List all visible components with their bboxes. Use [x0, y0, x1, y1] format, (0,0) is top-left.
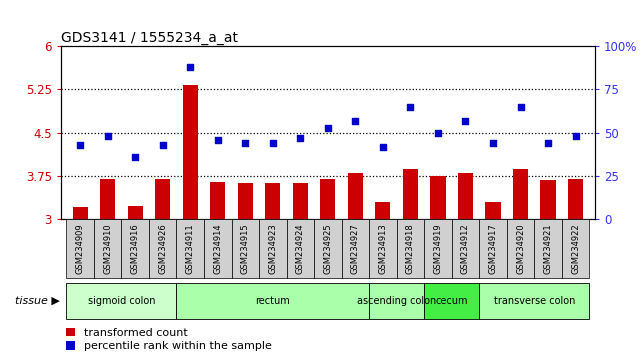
Bar: [535, 219, 562, 278]
Bar: [265, 183, 280, 219]
Point: [570, 133, 581, 139]
Text: GSM234913: GSM234913: [378, 223, 387, 274]
Text: rectum: rectum: [256, 296, 290, 306]
Bar: [238, 183, 253, 219]
Text: GSM234921: GSM234921: [544, 223, 553, 274]
Bar: [479, 219, 507, 278]
Bar: [430, 176, 445, 219]
Point: [213, 137, 223, 143]
Bar: [293, 183, 308, 219]
Text: GSM234927: GSM234927: [351, 223, 360, 274]
Bar: [149, 219, 176, 278]
Bar: [128, 206, 143, 219]
Bar: [376, 202, 390, 219]
Point: [185, 64, 196, 70]
Bar: [507, 219, 535, 278]
Bar: [204, 219, 231, 278]
Bar: [210, 182, 226, 219]
Text: GSM234922: GSM234922: [571, 223, 580, 274]
Text: ascending colon: ascending colon: [357, 296, 437, 306]
Point: [296, 135, 306, 141]
Bar: [458, 173, 473, 219]
Bar: [479, 283, 589, 319]
Bar: [287, 219, 314, 278]
Text: GSM234926: GSM234926: [158, 223, 167, 274]
Point: [323, 125, 333, 130]
Bar: [424, 283, 479, 319]
Text: cecum: cecum: [435, 296, 468, 306]
Legend: transformed count, percentile rank within the sample: transformed count, percentile rank withi…: [67, 328, 272, 351]
Bar: [320, 179, 335, 219]
Text: GSM234917: GSM234917: [488, 223, 497, 274]
Bar: [342, 219, 369, 278]
Point: [433, 130, 443, 136]
Bar: [94, 219, 121, 278]
Point: [268, 140, 278, 146]
Text: GSM234920: GSM234920: [516, 223, 525, 274]
Point: [515, 104, 526, 110]
Text: GSM234915: GSM234915: [241, 223, 250, 274]
Bar: [67, 219, 94, 278]
Bar: [67, 283, 176, 319]
Bar: [540, 180, 556, 219]
Bar: [314, 219, 342, 278]
Point: [240, 140, 251, 146]
Text: GSM234909: GSM234909: [76, 223, 85, 274]
Bar: [121, 219, 149, 278]
Bar: [403, 169, 418, 219]
Text: transverse colon: transverse colon: [494, 296, 575, 306]
Text: GSM234911: GSM234911: [186, 223, 195, 274]
Point: [158, 142, 168, 148]
Text: GSM234914: GSM234914: [213, 223, 222, 274]
Point: [103, 133, 113, 139]
Point: [405, 104, 415, 110]
Point: [460, 118, 470, 124]
Text: GSM234918: GSM234918: [406, 223, 415, 274]
Text: GSM234912: GSM234912: [461, 223, 470, 274]
Bar: [568, 179, 583, 219]
Bar: [72, 207, 88, 219]
Text: GSM234916: GSM234916: [131, 223, 140, 274]
Point: [543, 140, 553, 146]
Text: tissue ▶: tissue ▶: [15, 296, 60, 306]
Point: [488, 140, 498, 146]
Text: GSM234924: GSM234924: [296, 223, 305, 274]
Text: GDS3141 / 1555234_a_at: GDS3141 / 1555234_a_at: [61, 31, 238, 45]
Bar: [397, 219, 424, 278]
Point: [75, 142, 85, 148]
Bar: [231, 219, 259, 278]
Bar: [424, 219, 452, 278]
Bar: [183, 85, 198, 219]
Point: [350, 118, 360, 124]
Text: GSM234925: GSM234925: [323, 223, 333, 274]
Point: [130, 154, 140, 160]
Bar: [369, 219, 397, 278]
Bar: [100, 179, 115, 219]
Text: GSM234910: GSM234910: [103, 223, 112, 274]
Bar: [155, 179, 171, 219]
Bar: [513, 169, 528, 219]
Bar: [259, 219, 287, 278]
Bar: [369, 283, 424, 319]
Bar: [348, 173, 363, 219]
Text: sigmoid colon: sigmoid colon: [88, 296, 155, 306]
Bar: [176, 283, 369, 319]
Bar: [176, 219, 204, 278]
Bar: [562, 219, 589, 278]
Text: GSM234923: GSM234923: [269, 223, 278, 274]
Point: [378, 144, 388, 149]
Text: GSM234919: GSM234919: [433, 223, 442, 274]
Bar: [452, 219, 479, 278]
Bar: [485, 202, 501, 219]
